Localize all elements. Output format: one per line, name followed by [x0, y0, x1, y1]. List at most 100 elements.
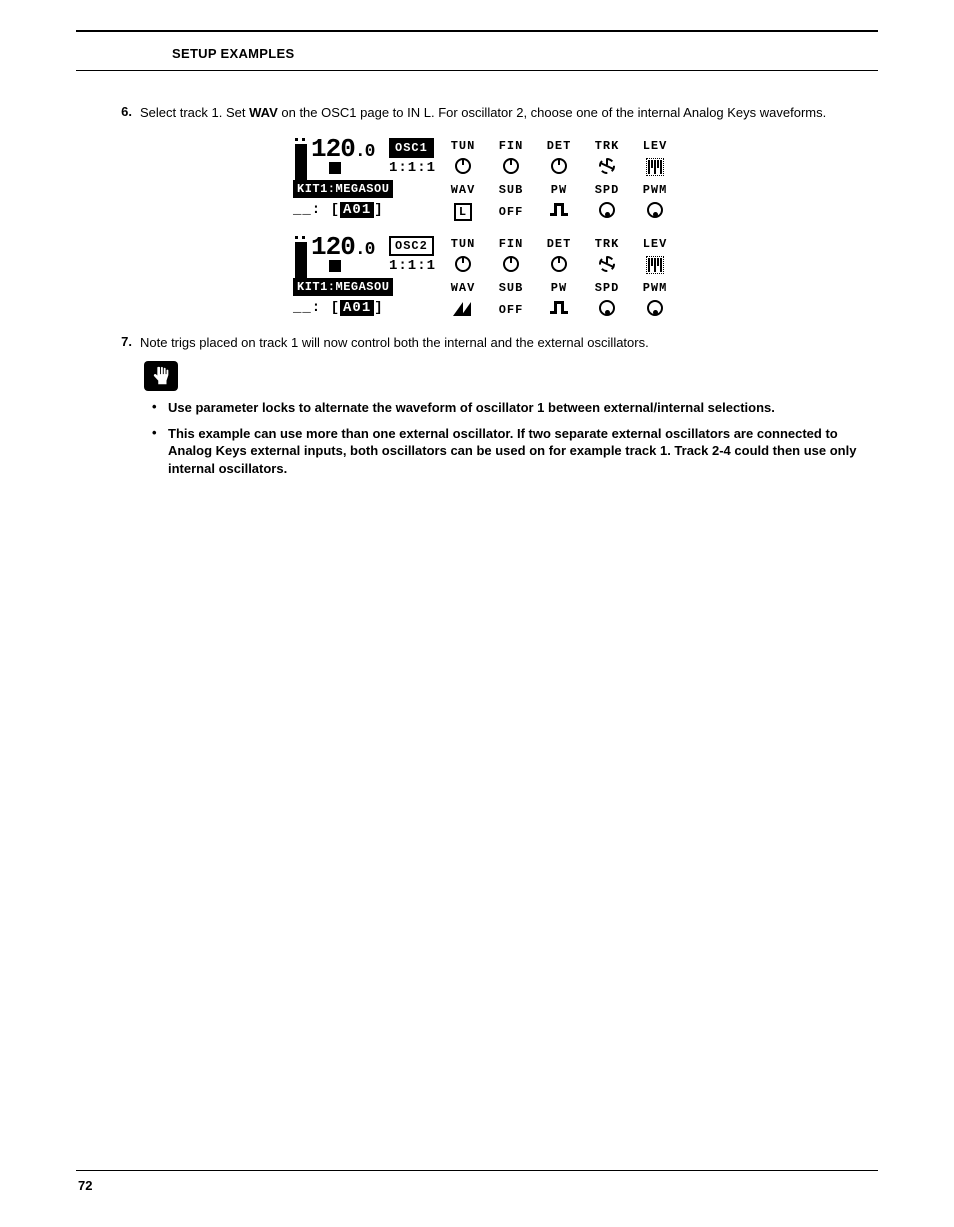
knob-det-icon: [551, 158, 567, 174]
sub-off: OFF: [491, 205, 531, 219]
step6-bold: WAV: [249, 105, 278, 120]
step-7: 7. Note trigs placed on track 1 will now…: [112, 334, 878, 352]
lcd-osc2: 120.0 OSC2 1:1:1 KIT1:MEGASOU __: [A01] …: [289, 230, 701, 322]
param-row-1: TUN FIN DET TRK LEV: [443, 233, 675, 255]
bullet-2: • This example can use more than one ext…: [152, 425, 878, 478]
knob-det-icon: [551, 256, 567, 272]
lbl-wav: WAV: [443, 281, 483, 295]
knob-fin-icon: [503, 256, 519, 272]
lbl-det: DET: [539, 237, 579, 251]
pattern: __: [A01]: [293, 202, 384, 218]
sub-off: OFF: [491, 303, 531, 317]
top-rule: [76, 30, 878, 32]
lbl-pwm: PWM: [635, 183, 675, 197]
rec-icon: [329, 162, 341, 174]
bullet-2-text: This example can use more than one exter…: [168, 425, 878, 478]
lbl-pw: PW: [539, 183, 579, 197]
bullet-dot: •: [152, 425, 168, 478]
pat-post: ]: [374, 300, 383, 316]
kit-label: KIT1:MEGASOU: [293, 278, 393, 296]
page-number: 72: [78, 1178, 92, 1193]
bullet-1-text: Use parameter locks to alternate the wav…: [168, 399, 775, 417]
tempo: 120.0: [311, 134, 374, 164]
lbl-pw: PW: [539, 281, 579, 295]
param-grid: TUN FIN DET TRK LEV WAV: [443, 135, 675, 223]
scale: 1:1:1: [389, 258, 436, 274]
knob-fin-icon: [503, 158, 519, 174]
pat-pre: __: [: [293, 202, 340, 218]
spd-knob-icon: [599, 202, 615, 218]
step-number: 7.: [112, 334, 140, 352]
pat-post: ]: [374, 202, 383, 218]
lbl-sub: SUB: [491, 183, 531, 197]
lbl-trk: TRK: [587, 139, 627, 153]
level-bars-icon: [646, 256, 664, 274]
pulse-wave-icon: [550, 203, 568, 217]
param-row-2: [443, 255, 675, 277]
step-7-text: Note trigs placed on track 1 will now co…: [140, 334, 649, 352]
tempo-int: 120: [311, 134, 355, 164]
param-row-3: WAV SUB PW SPD PWM: [443, 277, 675, 299]
metronome-icon: [295, 138, 309, 178]
step-6-text: Select track 1. Set WAV on the OSC1 page…: [140, 104, 826, 122]
pat-box: A01: [340, 300, 374, 316]
saw-wave-icon: [453, 300, 473, 316]
lcd-stack: 120.0 OSC1 1:1:1 KIT1:MEGASOU __: [A01] …: [289, 132, 701, 322]
note-hand-icon: [144, 361, 178, 391]
step6-post: on the OSC1 page to IN L. For oscillator…: [278, 105, 826, 120]
step6-pre: Select track 1. Set: [140, 105, 249, 120]
tempo-dec: .0: [355, 240, 375, 260]
step-number: 6.: [112, 104, 140, 122]
rec-icon: [329, 260, 341, 272]
lcd-osc1: 120.0 OSC1 1:1:1 KIT1:MEGASOU __: [A01] …: [289, 132, 701, 224]
lbl-tun: TUN: [443, 237, 483, 251]
param-row-4: L OFF: [443, 201, 675, 223]
lbl-wav: WAV: [443, 183, 483, 197]
tempo-dec: .0: [355, 142, 375, 162]
section-header: SETUP EXAMPLES: [172, 46, 294, 61]
pwm-knob-icon: [647, 202, 663, 218]
param-row-1: TUN FIN DET TRK LEV: [443, 135, 675, 157]
lbl-det: DET: [539, 139, 579, 153]
knob-trk-icon: [599, 158, 615, 174]
kit-label: KIT1:MEGASOU: [293, 180, 393, 198]
lbl-fin: FIN: [491, 139, 531, 153]
note-bullets: • Use parameter locks to alternate the w…: [152, 399, 878, 477]
wav-l-box: L: [454, 203, 472, 221]
bullet-1: • Use parameter locks to alternate the w…: [152, 399, 878, 417]
scale: 1:1:1: [389, 160, 436, 176]
lbl-pwm: PWM: [635, 281, 675, 295]
lbl-lev: LEV: [635, 237, 675, 251]
param-row-2: [443, 157, 675, 179]
lbl-sub: SUB: [491, 281, 531, 295]
osc2-label: OSC2: [389, 236, 434, 256]
level-bars-icon: [646, 158, 664, 176]
pulse-wave-icon: [550, 301, 568, 315]
page-content: 6. Select track 1. Set WAV on the OSC1 p…: [112, 104, 878, 485]
header-underline: [76, 70, 878, 71]
lbl-fin: FIN: [491, 237, 531, 251]
osc1-label: OSC1: [389, 138, 434, 158]
lbl-lev: LEV: [635, 139, 675, 153]
lcd-screenshots: 120.0 OSC1 1:1:1 KIT1:MEGASOU __: [A01] …: [112, 132, 878, 322]
footer-rule: [76, 1170, 878, 1171]
knob-tun-icon: [455, 158, 471, 174]
lbl-tun: TUN: [443, 139, 483, 153]
metronome-icon: [295, 236, 309, 276]
tempo-int: 120: [311, 232, 355, 262]
knob-tun-icon: [455, 256, 471, 272]
pattern: __: [A01]: [293, 300, 384, 316]
lbl-trk: TRK: [587, 237, 627, 251]
knob-trk-icon: [599, 256, 615, 272]
pat-pre: __: [: [293, 300, 340, 316]
bullet-dot: •: [152, 399, 168, 417]
param-row-3: WAV SUB PW SPD PWM: [443, 179, 675, 201]
spd-knob-icon: [599, 300, 615, 316]
lbl-spd: SPD: [587, 281, 627, 295]
pwm-knob-icon: [647, 300, 663, 316]
lbl-spd: SPD: [587, 183, 627, 197]
step-6: 6. Select track 1. Set WAV on the OSC1 p…: [112, 104, 878, 122]
param-grid: TUN FIN DET TRK LEV WAV: [443, 233, 675, 321]
param-row-4: OFF: [443, 299, 675, 321]
pat-box: A01: [340, 202, 374, 218]
